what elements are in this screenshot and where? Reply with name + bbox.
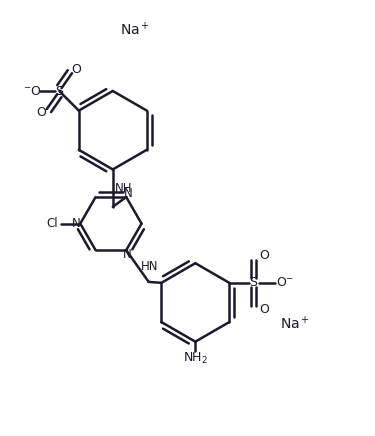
Text: Na$^+$: Na$^+$ [120, 20, 150, 38]
Text: O: O [259, 303, 269, 316]
Text: NH$_2$: NH$_2$ [183, 351, 208, 366]
Text: O: O [36, 106, 46, 119]
Text: N: N [123, 248, 131, 261]
Text: S: S [56, 85, 63, 98]
Text: NH: NH [114, 182, 132, 194]
Text: $^{-}$O: $^{-}$O [23, 85, 42, 98]
Text: O$^{-}$: O$^{-}$ [276, 276, 294, 290]
Text: S: S [250, 276, 258, 290]
Text: N: N [124, 187, 132, 200]
Text: HN: HN [141, 259, 158, 272]
Text: Na$^+$: Na$^+$ [280, 315, 310, 333]
Text: O: O [259, 249, 269, 262]
Text: O: O [72, 63, 81, 76]
Text: N: N [71, 217, 80, 230]
Text: Cl: Cl [46, 217, 58, 230]
